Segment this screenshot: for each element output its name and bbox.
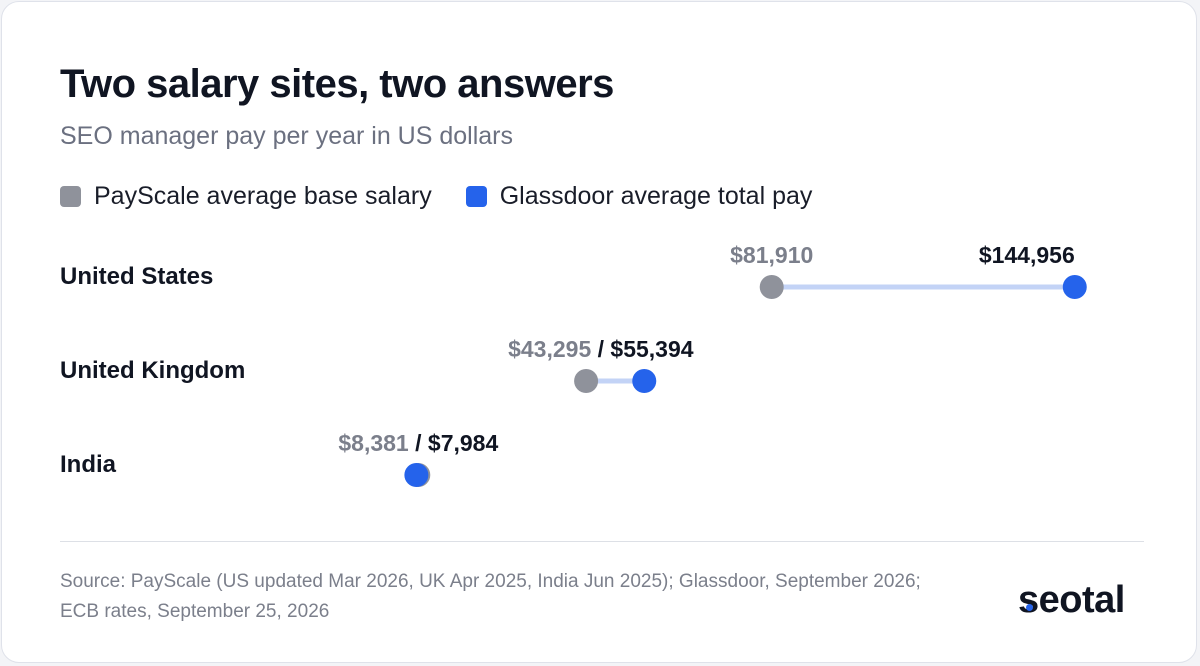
legend-item-payscale: PayScale average base salary	[60, 182, 432, 211]
dot-glassdoor-united-kingdom	[632, 369, 657, 393]
chart-title: Two salary sites, two answers	[60, 62, 614, 106]
dumbbell-chart: $81,910 $144,956 $43,295 / $55,394 $8,381 /…	[338, 242, 1087, 487]
value-label-glassdoor-united-kingdom: / $55,394	[591, 336, 694, 362]
category-label-united-states: United States	[60, 263, 214, 290]
dot-payscale-united-states	[759, 275, 784, 299]
chart-subtitle: SEO manager pay per year in US dollars	[60, 122, 513, 150]
value-label-payscale-united-kingdom: $43,295	[508, 336, 591, 362]
legend-swatch-payscale	[60, 186, 81, 207]
legend-label-glassdoor: Glassdoor average total pay	[499, 182, 813, 210]
legend-swatch-glassdoor	[465, 186, 487, 207]
dot-glassdoor-india	[404, 463, 429, 487]
value-label-payscale-india: $8,381	[338, 430, 409, 456]
dot-glassdoor-united-states	[1062, 275, 1087, 299]
legend-item-glassdoor: Glassdoor average total pay	[465, 182, 813, 211]
brand-logo-accent	[1026, 604, 1033, 611]
value-label-payscale-united-states: $81,910	[730, 242, 813, 268]
value-label-glassdoor-india: / $7,984	[409, 430, 499, 456]
value-label-pair-united-kingdom: $43,295 / $55,394	[508, 336, 694, 362]
dot-payscale-united-kingdom	[574, 369, 599, 393]
legend: PayScale average base salary Glassdoor a…	[60, 182, 846, 211]
value-label-glassdoor-united-states: $144,956	[979, 242, 1075, 268]
category-label-india: India	[60, 451, 117, 478]
source-note: Source: PayScale (US updated Mar 2026, U…	[60, 571, 921, 622]
category-label-united-kingdom: United Kingdom	[60, 357, 246, 384]
brand-logo: seotal	[1018, 579, 1125, 621]
divider	[60, 541, 1144, 542]
value-label-pair-india: $8,381 / $7,984	[338, 430, 498, 456]
legend-label-payscale: PayScale average base salary	[94, 182, 432, 210]
